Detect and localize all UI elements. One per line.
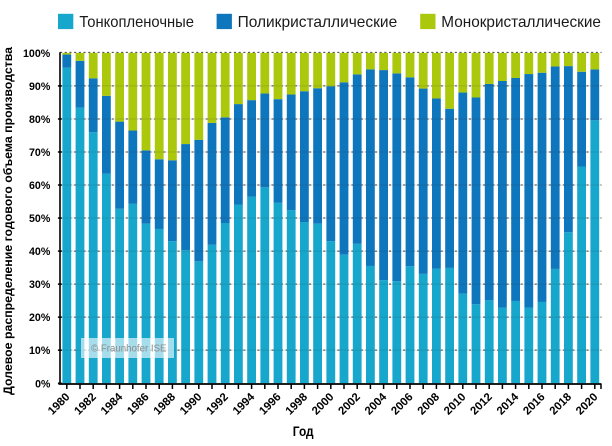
svg-text:20%: 20% (29, 312, 50, 324)
svg-text:Год: Год (293, 423, 314, 439)
svg-text:Монокристаллические: Монокристаллические (441, 14, 601, 31)
svg-text:40%: 40% (29, 246, 50, 258)
svg-text:60%: 60% (29, 180, 50, 192)
svg-text:Тонкопленочные: Тонкопленочные (79, 14, 194, 31)
svg-text:50%: 50% (29, 213, 50, 225)
svg-text:10%: 10% (29, 345, 50, 357)
svg-text:Поликристаллические: Поликристаллические (238, 14, 398, 31)
svg-text:80%: 80% (29, 114, 50, 126)
svg-text:0%: 0% (35, 378, 50, 390)
svg-text:Долевое распределение годового: Долевое распределение годового объема пр… (1, 47, 15, 395)
svg-text:100%: 100% (23, 48, 50, 60)
svg-text:90%: 90% (29, 81, 50, 93)
svg-text:© Fraunhofer ISE: © Fraunhofer ISE (91, 344, 167, 355)
svg-text:30%: 30% (29, 279, 50, 291)
svg-text:70%: 70% (29, 147, 50, 159)
